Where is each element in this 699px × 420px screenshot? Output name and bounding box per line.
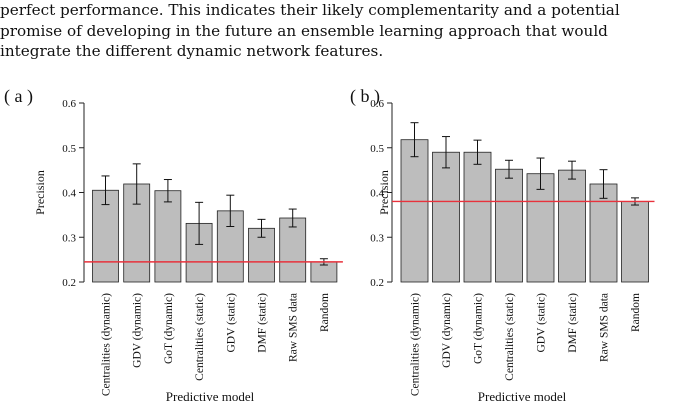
category-label: GDV (dynamic) (441, 293, 453, 368)
bar (92, 189, 119, 283)
y-tick-label: 0.6 (62, 98, 76, 110)
x-axis-label: Predictive model (478, 389, 567, 404)
category-label: GDV (static) (225, 293, 237, 353)
category-label: Raw SMS data (599, 293, 611, 362)
y-axis-label: Precision (377, 170, 391, 215)
y-tick-label: 0.4 (62, 188, 76, 200)
chart-panel-b: ( b ) 0.2 0.3 0.4 0.5 0.6 Precision Centralitie… (350, 86, 655, 404)
y-tick-label: 0.5 (370, 143, 384, 155)
bar (154, 190, 182, 283)
y-tick-label: 0.5 (62, 143, 76, 155)
category-label: Centralities (static) (504, 293, 516, 381)
y-tick-label: 0.6 (370, 98, 384, 110)
y-tick-label: 0.3 (62, 232, 76, 244)
intro-line: integrate the different dynamic network … (0, 42, 384, 60)
intro-line: promise of developing in the future an e… (0, 21, 608, 40)
intro-paragraph: perfect performance. This indicates thei… (0, 0, 690, 62)
category-label: Centralities (static) (194, 293, 206, 381)
chart-panel-a: ( a ) 0.2 0.3 0.4 0.5 0.6 Precision Centralitie… (4, 86, 343, 404)
y-axis-label: Precision (33, 170, 47, 215)
category-label: DMF (static) (567, 293, 579, 353)
category-label: GoT (dynamic) (473, 293, 485, 364)
bar (463, 151, 492, 283)
intro-line: perfect performance. This indicates thei… (0, 1, 620, 19)
bar (279, 217, 307, 283)
category-label: GDV (dynamic) (132, 293, 144, 368)
bar (558, 169, 586, 283)
bar (495, 168, 523, 283)
y-tick-label: 0.4 (370, 188, 384, 200)
category-label: Random (319, 293, 331, 332)
category-label: DMF (static) (257, 293, 269, 353)
category-label: GoT (dynamic) (163, 293, 175, 364)
bar (432, 151, 460, 283)
y-tick-label: 0.2 (62, 277, 76, 289)
bar (400, 139, 429, 283)
y-tick-label: 0.2 (370, 277, 384, 289)
category-label: Random (630, 293, 642, 332)
category-label: Centralities (dynamic) (410, 293, 422, 396)
category-label: Centralities (dynamic) (101, 293, 113, 396)
category-label: GDV (static) (536, 293, 548, 353)
category-label: Raw SMS data (288, 293, 300, 362)
panel-label: ( a ) (4, 86, 33, 107)
bar (621, 201, 649, 283)
panel-label: ( b ) (350, 86, 380, 107)
y-tick-label: 0.3 (370, 232, 384, 244)
x-axis-label: Predictive model (166, 389, 255, 404)
bar (526, 173, 555, 283)
